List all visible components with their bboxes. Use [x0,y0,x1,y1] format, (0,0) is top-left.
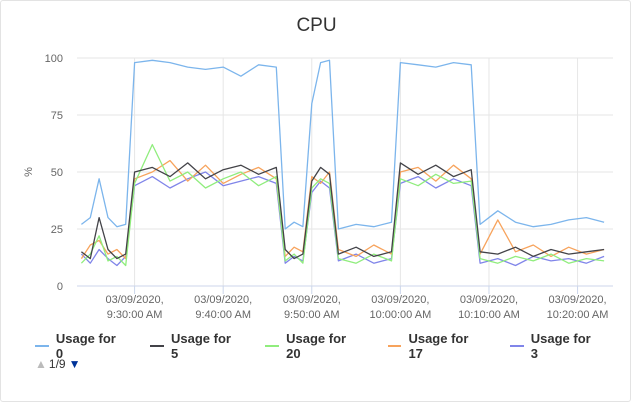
legend-item-usage-0[interactable]: Usage for 0 [35,331,126,361]
chart-title: CPU [296,15,337,36]
legend: Usage for 0 Usage for 5 Usage for 20 Usa… [35,331,625,361]
series-line [80,143,605,267]
x-tick-label: 03/09/2020, [460,294,518,306]
legend-item-usage-3[interactable]: Usage for 3 [509,331,601,361]
y-tick-label: 75 [51,110,63,122]
legend-label: Usage for 5 [171,331,231,361]
pager-text: 1/9 [48,357,66,371]
legend-label: Usage for 20 [286,331,347,361]
series-line [80,159,605,260]
x-tick-label: 10:10:00 AM [458,309,520,321]
legend-pager: ▲ 1/9 ▼ [35,357,80,371]
series-line [80,171,605,267]
legend-item-usage-17[interactable]: Usage for 17 [387,331,486,361]
x-tick-label: 9:30:00 AM [107,309,163,321]
x-tick-label: 10:00:00 AM [369,309,431,321]
x-tick-label: 9:50:00 AM [284,309,340,321]
x-tick-label: 03/09/2020, [194,294,252,306]
y-tick-label: 0 [57,281,63,293]
x-tick-label: 03/09/2020, [371,294,429,306]
plot-area: 0 25 50 75 100 03/09/2020, 9:30:00 AM 03/09/202… [23,53,613,321]
y-tick-label: 25 [51,224,63,236]
legend-label: Usage for 0 [55,331,116,361]
x-tick-label: 03/09/2020, [548,294,606,306]
legend-swatch [387,345,402,347]
arrow-down-icon[interactable]: ▼ [68,357,81,371]
x-tick-label: 03/09/2020, [106,294,164,306]
series-line [81,162,605,260]
x-tick-label: 10:20:00 AM [547,309,609,321]
arrow-up-icon[interactable]: ▲ [35,357,47,371]
legend-swatch [265,345,280,347]
legend-swatch [35,345,49,347]
series-line [81,59,605,230]
legend-label: Usage for 17 [408,331,469,361]
x-tick-label: 03/09/2020, [283,294,341,306]
y-tick-label: 50 [51,167,63,179]
legend-item-usage-20[interactable]: Usage for 20 [265,331,363,361]
y-axis-title: % [23,167,35,177]
y-tick-label: 100 [45,53,63,65]
legend-swatch [150,345,165,347]
legend-swatch [509,345,524,347]
x-tick-label: 9:40:00 AM [195,309,251,321]
legend-label: Usage for 3 [530,331,591,361]
legend-item-usage-5[interactable]: Usage for 5 [150,331,241,361]
